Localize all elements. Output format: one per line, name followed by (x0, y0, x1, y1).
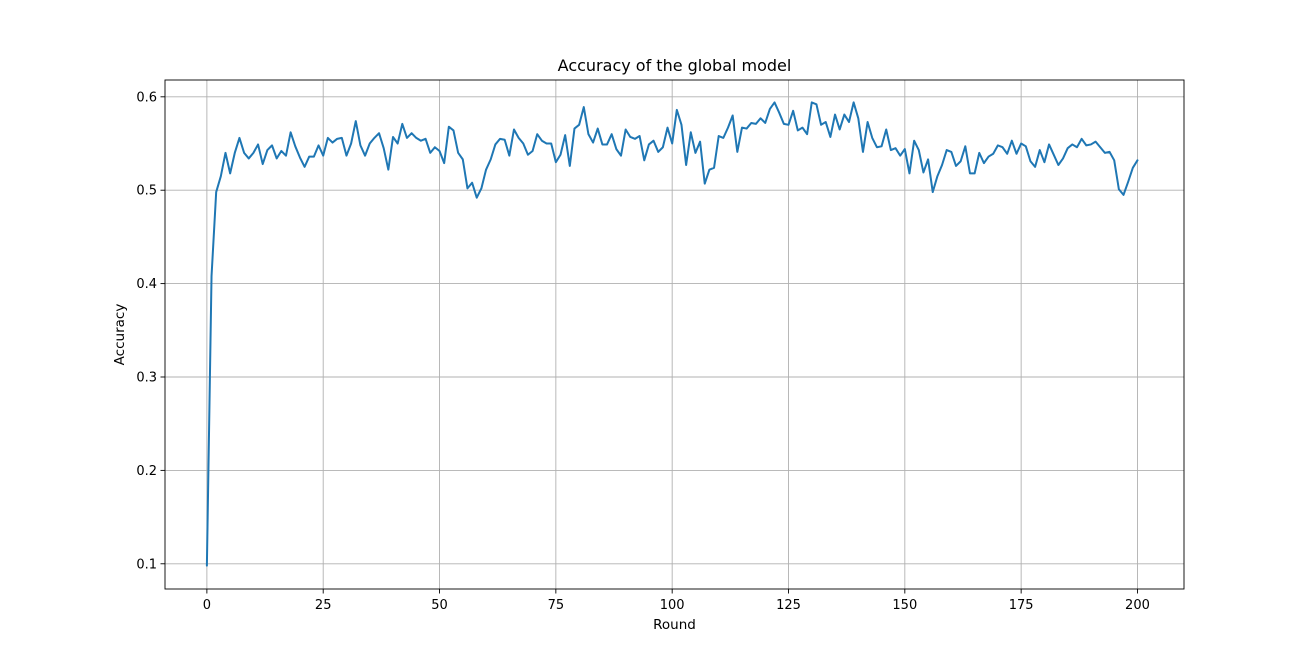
y-tick-label: 0.2 (136, 464, 157, 479)
y-tick-label: 0.3 (136, 370, 157, 385)
accuracy-series-line (205, 101, 1139, 567)
x-tick-label: 0 (203, 598, 211, 613)
axis-ticks: 0 25 50 75 100 125 150 175 200 0.1 0.2 0.3 0.4 0.5 0.6 (136, 90, 1150, 613)
chart-title: Accuracy of the global model (558, 56, 792, 75)
plot-frame (164, 79, 1185, 590)
y-tick-label: 0.5 (136, 184, 157, 199)
x-tick-label: 175 (1009, 598, 1034, 613)
y-axis-label: Accuracy (112, 304, 128, 366)
x-axis-label: Round (653, 617, 696, 633)
x-tick-label: 125 (776, 598, 801, 613)
y-tick-label: 0.4 (136, 277, 157, 292)
x-tick-label: 100 (660, 598, 685, 613)
x-tick-label: 150 (892, 598, 917, 613)
x-tick-label: 50 (431, 598, 448, 613)
series-layer (205, 101, 1139, 567)
x-tick-label: 25 (315, 598, 332, 613)
x-tick-label: 75 (548, 598, 565, 613)
grid-lines (165, 80, 1184, 589)
y-tick-label: 0.6 (136, 90, 157, 105)
y-tick-label: 0.1 (136, 557, 157, 572)
x-tick-label: 200 (1125, 598, 1150, 613)
